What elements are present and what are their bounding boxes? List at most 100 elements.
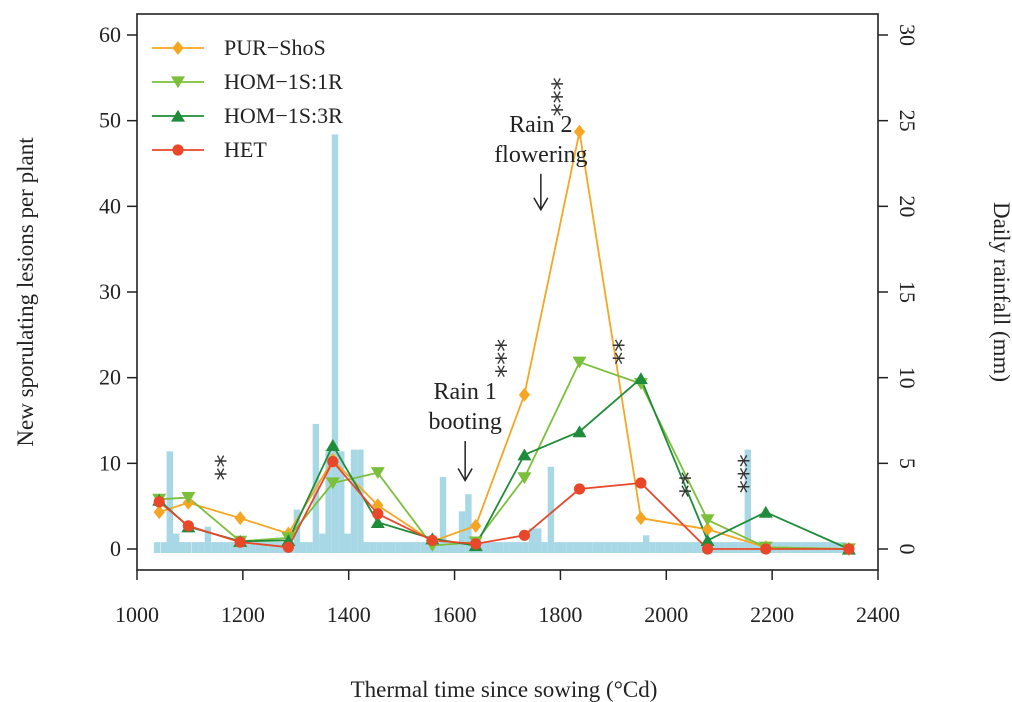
rainfall-bar — [363, 542, 370, 553]
rainfall-bar — [547, 466, 555, 553]
data-point-0 — [518, 387, 531, 402]
y2-tick-label: 0 — [895, 544, 920, 555]
rainfall-bar — [592, 542, 599, 553]
rainfall-bar — [516, 542, 523, 553]
rainfall-bar — [687, 542, 694, 553]
data-point-1 — [700, 514, 715, 527]
x-tick-label: 2400 — [856, 602, 900, 627]
data-point-0 — [372, 498, 384, 513]
annotation-arrowhead — [457, 468, 473, 482]
data-point-0 — [635, 511, 647, 526]
rainfall-bar — [528, 528, 536, 553]
rainfall-bar — [408, 542, 415, 553]
rainfall-bar — [388, 542, 396, 553]
rainfall-bar — [554, 542, 561, 553]
rainfall-bar — [579, 542, 586, 553]
rainfall-bar — [420, 542, 428, 553]
data-point-1 — [325, 477, 340, 490]
annotation-text: flowering — [494, 142, 587, 168]
x-axis-title: Thermal time since sowing (°Cd) — [351, 677, 658, 702]
rainfall-bar — [192, 542, 199, 553]
data-point-1 — [572, 356, 587, 369]
y2-tick-label: 20 — [895, 195, 920, 217]
legend: PUR−ShoS HOM−1S:1R HOM−1S:3R HET — [152, 35, 343, 162]
data-point-2 — [572, 425, 587, 438]
annotation-text: Rain 1 — [433, 379, 496, 405]
rainfall-bar — [566, 542, 574, 553]
x-axis: 1000 1200 1400 1600 1800 2000 2200 2400 — [115, 570, 900, 627]
rainfall-bar — [681, 542, 688, 553]
y-tick-label: 60 — [99, 22, 121, 47]
rainfall-bar — [719, 542, 726, 553]
rainfall-bar — [274, 542, 281, 553]
rainfall-bar — [611, 542, 618, 553]
rainfall-bar — [439, 477, 447, 553]
rainfall-bar — [160, 542, 168, 553]
legend-marker — [171, 109, 185, 122]
x-tick-label: 1400 — [327, 602, 371, 627]
rainfall-bar — [744, 449, 751, 553]
rainfall-bar — [693, 542, 701, 553]
rainfall-bar — [300, 542, 307, 553]
data-point-3 — [470, 538, 482, 550]
data-point-2 — [517, 448, 532, 461]
significance-label: ** — [676, 472, 706, 498]
y-tick-label: 40 — [99, 193, 121, 218]
data-point-3 — [573, 483, 586, 495]
series-line-0 — [158, 131, 849, 550]
rainfall-bar — [369, 542, 377, 553]
rainfall-bar — [382, 542, 389, 553]
data-point-2 — [325, 439, 340, 451]
significance-label: *** — [734, 454, 764, 493]
rainfall-bar — [839, 542, 847, 553]
data-point-0 — [153, 505, 165, 520]
y-tick-label: 20 — [99, 365, 121, 390]
data-point-0 — [701, 522, 714, 537]
series-markers — [152, 124, 856, 556]
significance-stars: ************ *** — [211, 77, 764, 497]
data-point-3 — [701, 543, 714, 555]
data-point-0 — [470, 518, 482, 533]
rainfall-bar — [725, 542, 732, 553]
rainfall-bar — [465, 494, 472, 553]
significance-label: ** — [211, 455, 241, 481]
y-axis-left: 0 10 20 30 40 50 60 — [99, 22, 137, 561]
x-tick-label: 1000 — [115, 602, 159, 627]
rainfall-bar — [185, 542, 192, 553]
rainfall-bar — [211, 542, 218, 553]
rainfall-bar — [223, 542, 231, 553]
x-tick-label: 1800 — [538, 602, 582, 627]
rainfall-bar — [751, 542, 758, 553]
rainfall-bar — [573, 542, 580, 553]
data-point-1 — [181, 492, 196, 504]
rainfall-bar — [662, 542, 669, 553]
rainfall-bar — [230, 542, 237, 553]
rainfall-bar — [496, 542, 504, 553]
legend-marker — [172, 144, 184, 156]
rainfall-bar — [643, 535, 650, 553]
rainfall-bar — [338, 451, 345, 553]
rainfall-bar — [535, 528, 542, 553]
legend-marker — [172, 41, 184, 55]
data-point-1 — [517, 472, 532, 485]
rainfall-bar — [477, 542, 485, 553]
rainfall-bar — [433, 542, 440, 553]
rainfall-bar — [820, 542, 828, 553]
rainfall-bar — [344, 533, 351, 553]
rainfall-bar — [376, 542, 383, 553]
x-tick-label: 1600 — [433, 602, 477, 627]
rainfall-bar — [623, 542, 631, 553]
legend-label: HOM−1S:1R — [224, 69, 343, 94]
rainfall-bar — [655, 542, 663, 553]
rainfall-bar — [598, 542, 605, 553]
data-point-3 — [426, 534, 438, 547]
series-line-3 — [158, 460, 849, 550]
x-tick-label: 1200 — [221, 602, 265, 627]
annotation-arrowhead — [533, 197, 549, 212]
data-point-0 — [234, 511, 246, 526]
rainfall-bar — [636, 542, 643, 553]
data-point-1 — [370, 467, 385, 480]
x-tick-label: 2000 — [644, 602, 688, 627]
rainfall-bar — [585, 542, 593, 553]
